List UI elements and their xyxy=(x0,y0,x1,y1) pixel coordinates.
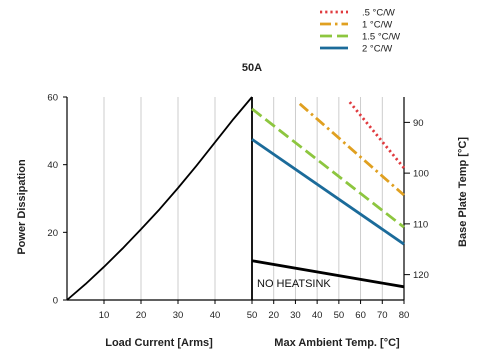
legend-label: 1.5 °C/W xyxy=(362,32,400,43)
legend-label: 2 °C/W xyxy=(362,44,392,55)
y-tick-label: 20 xyxy=(47,228,58,239)
x-tick-label: 20 xyxy=(268,310,279,321)
right-y-tick-label: 120 xyxy=(413,270,429,281)
y-axis-label-base-plate-temp: Base Plate Temp [°C] xyxy=(457,137,469,247)
derating-line xyxy=(298,102,405,197)
y-tick-label: 0 xyxy=(53,296,58,307)
y-tick-label: 40 xyxy=(47,160,58,171)
annotation-50a: 50A xyxy=(242,62,262,74)
x-tick-label: 60 xyxy=(355,310,366,321)
power-dissipation-curve xyxy=(66,96,253,301)
right-y-tick-label: 110 xyxy=(413,219,428,230)
x-tick-label: 70 xyxy=(377,310,388,321)
y-axis-label-power-dissipation: Power Dissipation xyxy=(16,159,28,255)
x-tick-label: 50 xyxy=(334,310,345,321)
y-tick-label: 60 xyxy=(47,93,58,104)
ticks: 10 20 30 40 50 20 30 40 50 60 70 80 0 20 40 60 90 100 110 1… xyxy=(47,93,428,322)
legend: .5 °C/W1 °C/W1.5 °C/W2 °C/W xyxy=(320,8,400,55)
grid-lines xyxy=(103,97,383,300)
x-tick-label: 50 xyxy=(247,310,258,321)
x-tick-label: 80 xyxy=(399,310,410,321)
derating-line xyxy=(251,107,405,229)
x-tick-label: 10 xyxy=(99,310,110,321)
annotation-no-heatsink: NO HEATSINK xyxy=(257,278,331,290)
series-lines xyxy=(66,96,406,301)
right-y-tick-label: 90 xyxy=(413,118,424,129)
axes xyxy=(66,97,405,301)
x-tick-label: 20 xyxy=(136,310,147,321)
x-tick-label: 40 xyxy=(210,310,221,321)
derating-line xyxy=(251,138,405,246)
right-y-tick-label: 100 xyxy=(413,169,429,180)
x-axis-label-ambient-temp: Max Ambient Temp. [°C] xyxy=(274,337,400,349)
derating-line xyxy=(348,101,406,169)
x-tick-label: 30 xyxy=(290,310,301,321)
derating-line xyxy=(251,259,405,289)
legend-label: .5 °C/W xyxy=(362,8,395,19)
x-tick-label: 40 xyxy=(312,310,323,321)
legend-label: 1 °C/W xyxy=(362,20,392,31)
x-axis-label-load-current: Load Current [Arms] xyxy=(105,337,213,349)
x-tick-label: 30 xyxy=(173,310,184,321)
